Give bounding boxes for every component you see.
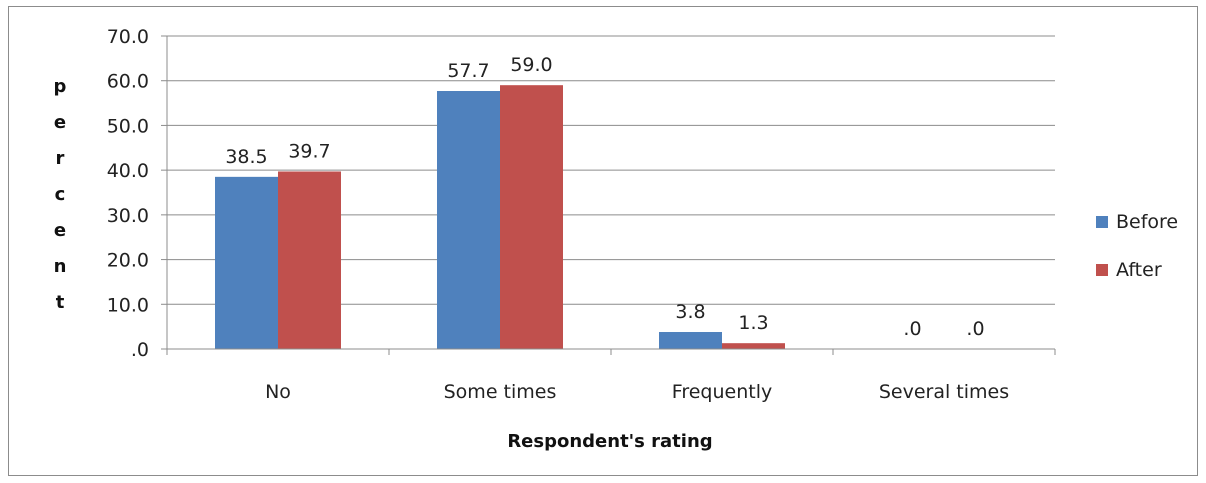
x-category-labels: No Some times Frequently Several times — [265, 381, 1009, 403]
y-tick-label: 10.0 — [107, 294, 149, 316]
bar-after — [722, 343, 785, 349]
data-labels: 38.5 57.7 3.8 .0 39.7 59.0 1.3 .0 — [225, 54, 984, 340]
data-label: 59.0 — [510, 54, 552, 76]
legend: Before After — [1096, 211, 1178, 281]
y-tick-label: .0 — [131, 339, 149, 361]
y-axis-title-letter: p — [54, 76, 67, 97]
data-label: 1.3 — [738, 312, 768, 334]
y-tick-label: 30.0 — [107, 205, 149, 227]
bar-after — [500, 85, 563, 349]
x-category-label: Frequently — [672, 381, 772, 403]
bars — [215, 85, 785, 350]
y-axis-title-letter: e — [54, 220, 66, 241]
y-tick-label: 40.0 — [107, 160, 149, 182]
y-axis-title-letter: r — [56, 148, 65, 169]
y-axis-title-letter: t — [56, 292, 65, 313]
data-label: 3.8 — [675, 301, 705, 323]
x-axis-title: Respondent's rating — [507, 431, 712, 452]
data-label: 39.7 — [288, 140, 330, 162]
legend-label-before: Before — [1116, 211, 1178, 233]
x-category-label: No — [265, 381, 291, 403]
data-label: 57.7 — [447, 60, 489, 82]
bar-before — [437, 90, 500, 350]
data-label: .0 — [966, 318, 984, 340]
x-category-label: Several times — [879, 381, 1009, 403]
x-category-label: Some times — [444, 381, 557, 403]
axes — [161, 35, 1056, 355]
data-label: .0 — [903, 318, 921, 340]
y-axis-title-letter: c — [55, 184, 66, 205]
bar-after — [278, 171, 341, 349]
y-tick-labels: .0 10.0 20.0 30.0 40.0 50.0 60.0 70.0 — [107, 26, 149, 361]
data-label: 38.5 — [225, 146, 267, 168]
legend-swatch-before — [1096, 216, 1108, 228]
chart-frame — [8, 6, 1198, 476]
legend-label-after: After — [1116, 259, 1162, 281]
bar-before — [659, 332, 722, 349]
y-tick-label: 20.0 — [107, 250, 149, 272]
bar-before — [215, 176, 278, 349]
y-axis-title-letter: e — [54, 112, 66, 133]
y-tick-label: 70.0 — [107, 26, 149, 48]
legend-swatch-after — [1096, 264, 1108, 276]
y-tick-label: 60.0 — [107, 71, 149, 93]
y-tick-label: 50.0 — [107, 115, 149, 137]
y-axis-title-letter: n — [54, 256, 67, 277]
